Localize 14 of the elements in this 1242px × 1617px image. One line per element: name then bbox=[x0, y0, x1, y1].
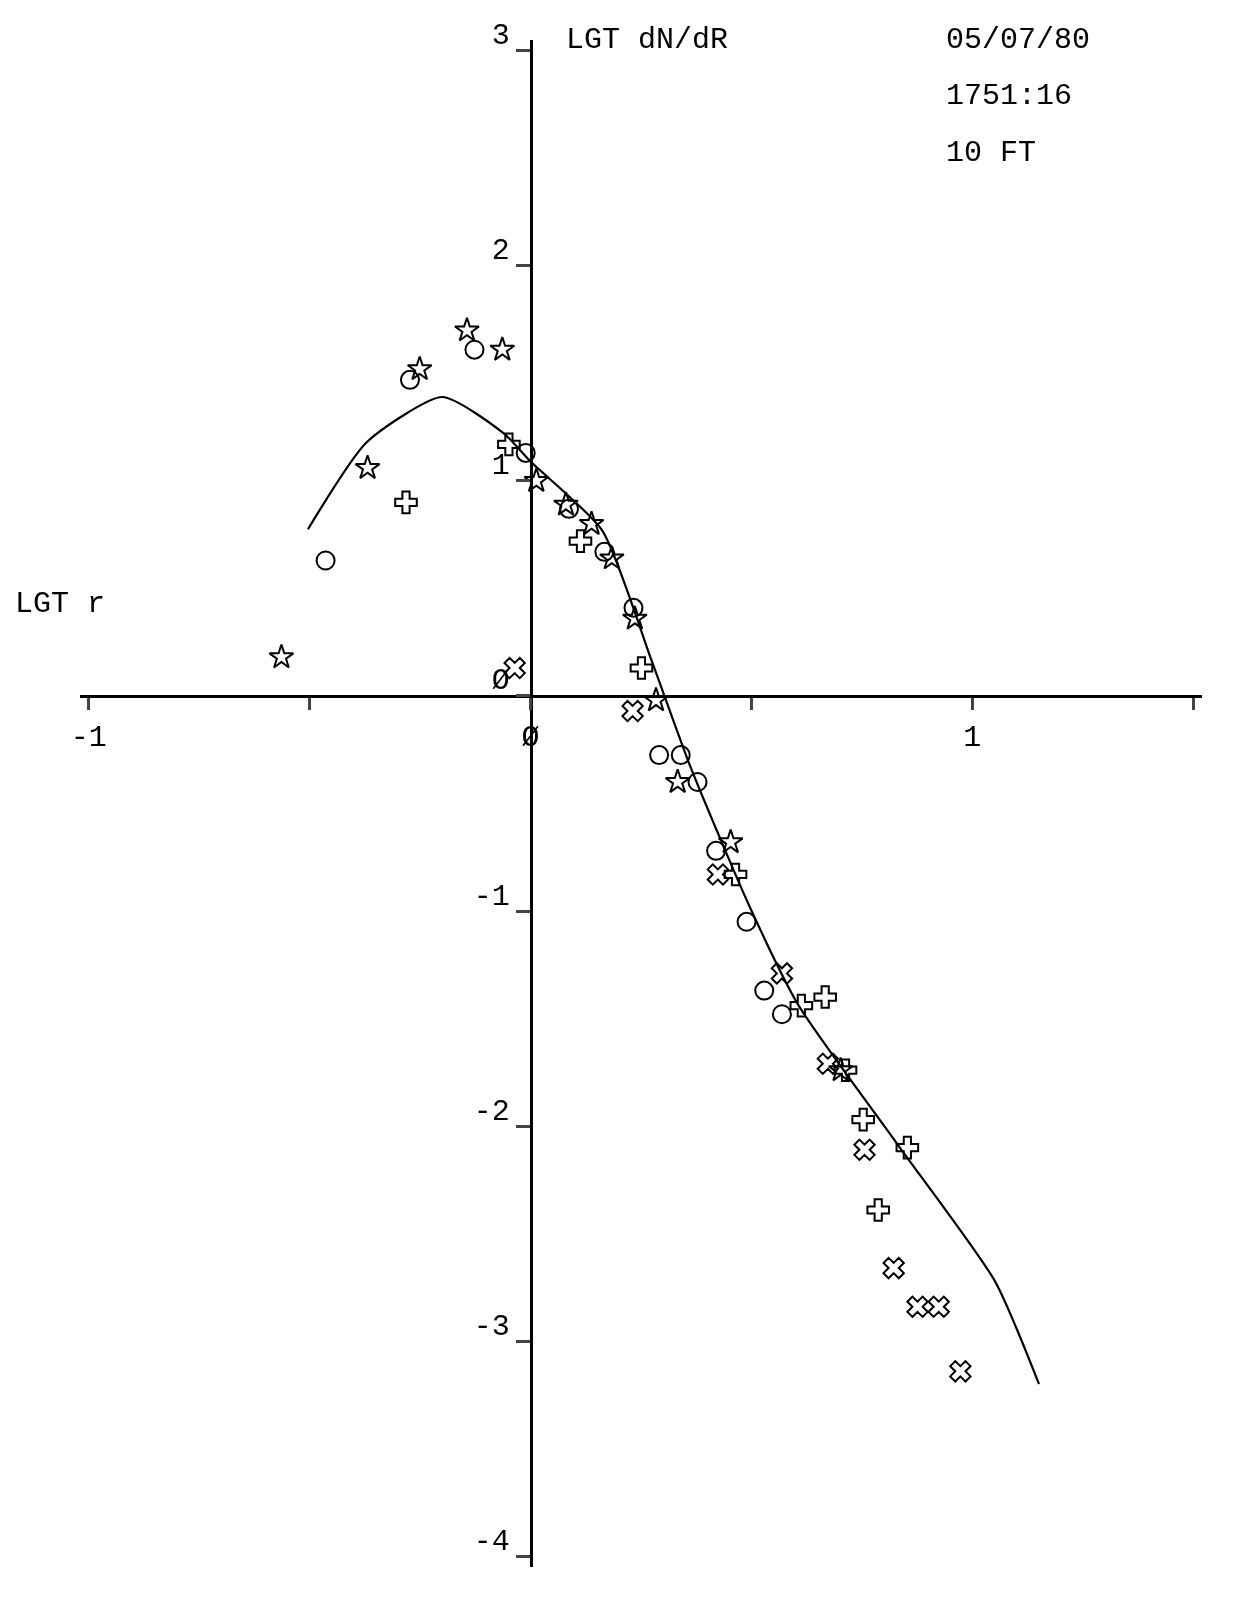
y-tick-label: 1 bbox=[491, 449, 510, 484]
y-tick-label: -2 bbox=[473, 1094, 510, 1129]
y-tick-label: -3 bbox=[473, 1309, 510, 1344]
annotation: 1751:16 bbox=[946, 79, 1073, 113]
y-tick-label: 2 bbox=[491, 234, 510, 269]
y-tick-label: -4 bbox=[473, 1524, 510, 1559]
x-axis-title: LGT r bbox=[15, 587, 106, 621]
x-tick-label: 1 bbox=[963, 720, 982, 755]
y-tick-label: 3 bbox=[491, 19, 510, 54]
y-tick-label: -1 bbox=[473, 879, 510, 914]
annotation: 05/07/80 bbox=[946, 23, 1091, 57]
y-axis-title: LGT dN/dR bbox=[566, 23, 729, 57]
x-tick-label: -1 bbox=[70, 720, 107, 755]
annotation: 10 FT bbox=[946, 136, 1037, 170]
